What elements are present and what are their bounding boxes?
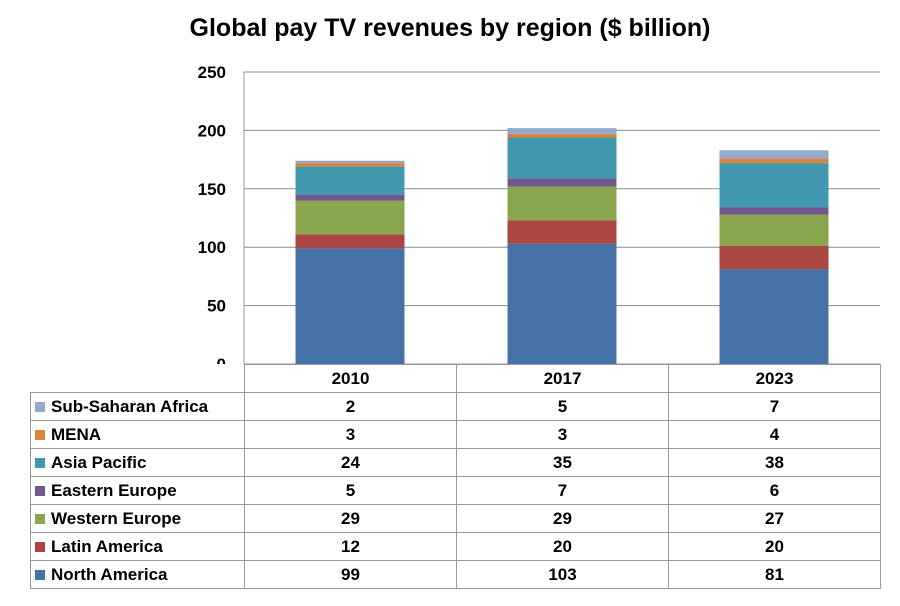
- bar-north-america-2010: [295, 248, 405, 364]
- bar-asia-pacific-2023: [719, 163, 829, 208]
- legend-entry: Latin America: [30, 532, 245, 561]
- table-cell-value: 2: [244, 392, 457, 421]
- chart-title: Global pay TV revenues by region ($ bill…: [189, 14, 711, 42]
- table-cell-value: 38: [668, 448, 881, 477]
- bar-latin-america-2023: [719, 246, 829, 270]
- bar-mena-2010: [295, 163, 405, 167]
- bar-western-europe-2023: [719, 214, 829, 247]
- table-row: MENA 3 3 4: [30, 420, 881, 449]
- legend-swatch-icon: [35, 541, 45, 552]
- table-cell-value: 20: [668, 532, 881, 561]
- bar-western-europe-2010: [295, 200, 405, 235]
- table-cell-value: 24: [244, 448, 457, 477]
- legend-swatch-icon: [35, 429, 45, 440]
- legend-swatch-icon: [35, 485, 45, 496]
- y-tick-label: 100: [198, 238, 226, 257]
- table-row: Latin America 12 20 20: [30, 532, 881, 561]
- legend-label: Eastern Europe: [51, 480, 177, 500]
- legend-entry: Eastern Europe: [30, 476, 245, 505]
- y-tick-label: 200: [198, 121, 226, 140]
- bar-mena-2017: [507, 133, 617, 138]
- legend-swatch-icon: [35, 569, 45, 580]
- legend-label: Western Europe: [51, 508, 182, 528]
- chart-plot: 0 50 100 150 200 250: [198, 63, 880, 364]
- bar-north-america-2017: [507, 243, 617, 364]
- table-cell-value: 35: [456, 448, 669, 477]
- table-row: Western Europe 29 29 27: [30, 504, 881, 533]
- bars: [295, 128, 829, 364]
- legend-label: North America: [51, 564, 168, 584]
- table-cell-value: 5: [244, 476, 457, 505]
- table-cell-value: 20: [456, 532, 669, 561]
- bar-eastern-europe-2010: [295, 194, 405, 201]
- table-cell-value: 103: [456, 560, 669, 589]
- table-cell-value: 27: [668, 504, 881, 533]
- table-header-row: 2010 2017 2023: [30, 364, 881, 393]
- legend-label: Sub-Saharan Africa: [51, 396, 209, 416]
- bar-sub-saharan-africa-2023: [719, 150, 829, 159]
- legend-entry: Sub-Saharan Africa: [30, 392, 245, 421]
- legend-entry: MENA: [30, 420, 245, 449]
- table-cell-value: 99: [244, 560, 457, 589]
- table-corner: [30, 364, 245, 393]
- bar-sub-saharan-africa-2017: [507, 128, 617, 134]
- table-row: North America 99 103 81: [30, 560, 881, 589]
- table-cell-value: 81: [668, 560, 881, 589]
- category-header: 2023: [668, 364, 881, 393]
- y-tick-label: 0: [217, 355, 226, 364]
- bar-eastern-europe-2023: [719, 207, 829, 215]
- legend-swatch-icon: [35, 457, 45, 468]
- table-cell-value: 29: [456, 504, 669, 533]
- table-row: Eastern Europe 5 7 6: [30, 476, 881, 505]
- bar-eastern-europe-2017: [507, 178, 617, 187]
- legend-label: MENA: [51, 424, 102, 444]
- table-row: Sub-Saharan Africa 2 5 7: [30, 392, 881, 421]
- table-cell-value: 4: [668, 420, 881, 449]
- y-tick-label: 250: [198, 63, 226, 82]
- table-cell-value: 3: [456, 420, 669, 449]
- legend-label: Latin America: [51, 536, 163, 556]
- bar-north-america-2023: [719, 269, 829, 364]
- legend-entry: Asia Pacific: [30, 448, 245, 477]
- table-cell-value: 5: [456, 392, 669, 421]
- y-tick-label: 50: [207, 297, 226, 316]
- table-cell-value: 7: [668, 392, 881, 421]
- data-table: 2010 2017 2023 Sub-Saharan Africa 2 5 7 MENA…: [30, 364, 881, 589]
- y-axis-ticks: 0 50 100 150 200 250: [198, 63, 226, 364]
- bar-asia-pacific-2010: [295, 166, 405, 195]
- bar-western-europe-2017: [507, 186, 617, 221]
- bar-latin-america-2010: [295, 234, 405, 249]
- table-row: Asia Pacific 24 35 38: [30, 448, 881, 477]
- table-cell-value: 6: [668, 476, 881, 505]
- legend-swatch-icon: [35, 401, 45, 412]
- bar-latin-america-2017: [507, 220, 617, 244]
- table-cell-value: 7: [456, 476, 669, 505]
- bar-mena-2023: [719, 158, 829, 164]
- legend-entry: North America: [30, 560, 245, 589]
- bar-sub-saharan-africa-2010: [295, 160, 405, 164]
- legend-label: Asia Pacific: [51, 452, 147, 472]
- category-header: 2010: [244, 364, 457, 393]
- legend-entry: Western Europe: [30, 504, 245, 533]
- table-cell-value: 29: [244, 504, 457, 533]
- table-cell-value: 3: [244, 420, 457, 449]
- y-tick-label: 150: [198, 180, 226, 199]
- category-header: 2017: [456, 364, 669, 393]
- legend-swatch-icon: [35, 513, 45, 524]
- table-cell-value: 12: [244, 532, 457, 561]
- bar-asia-pacific-2017: [507, 137, 617, 179]
